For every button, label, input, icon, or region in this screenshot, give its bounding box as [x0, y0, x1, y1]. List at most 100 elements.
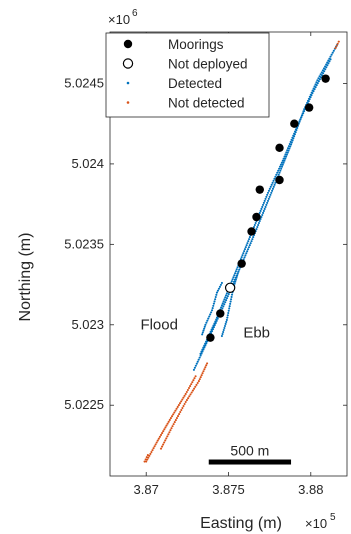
not-detected-point — [146, 454, 149, 457]
detected-point — [246, 250, 249, 253]
not-deployed-marker — [224, 282, 236, 293]
legend-marker-not-detected — [126, 101, 130, 104]
not-detected-point — [183, 394, 186, 397]
detected-point — [269, 185, 272, 188]
not-detected-point — [174, 419, 177, 422]
not-detected-point — [190, 391, 193, 394]
not-detected-point — [178, 413, 181, 416]
detected-point — [245, 252, 248, 255]
detected-point — [215, 291, 219, 294]
detected-point — [211, 307, 214, 310]
mooring-marker — [252, 212, 261, 222]
annotation-flood: Flood — [140, 317, 178, 334]
detected-point — [198, 356, 201, 359]
detected-point — [219, 283, 222, 286]
mooring-marker — [275, 143, 284, 153]
detected-point — [205, 321, 208, 324]
detected-point — [222, 330, 225, 334]
detected-point — [201, 331, 204, 334]
not-detected-point — [168, 418, 171, 422]
detected-point — [212, 324, 215, 327]
legend-marker-not-deployed — [122, 58, 134, 69]
detected-point — [317, 80, 320, 83]
not-detected-point — [206, 362, 209, 365]
not-detected-point — [162, 430, 165, 433]
not-detected-point — [334, 47, 337, 50]
not-detected-point — [145, 460, 148, 463]
x-multiplier-base: ×10 — [305, 516, 327, 531]
not-detected-point — [183, 402, 186, 406]
not-detected-point — [146, 458, 149, 461]
detected-point — [197, 358, 200, 361]
x-tick-label: 3.88 — [298, 482, 323, 497]
detected-point — [273, 183, 276, 186]
detected-point — [264, 205, 267, 208]
detected-point — [322, 72, 325, 75]
detected-point — [327, 62, 330, 65]
detected-point — [220, 334, 223, 338]
not-detected-point — [165, 424, 168, 427]
detected-point — [303, 110, 306, 113]
not-detected-point — [181, 398, 184, 401]
detected-point — [272, 185, 275, 188]
not-detected-point — [186, 388, 189, 392]
detected-point — [238, 268, 241, 271]
legend-label: Not deployed — [168, 57, 248, 72]
detected-point — [199, 354, 202, 357]
detected-point — [246, 242, 249, 245]
detected-point — [237, 270, 240, 273]
not-detected-point — [178, 402, 182, 405]
detected-point — [227, 312, 230, 315]
detected-point — [328, 60, 331, 63]
detected-point — [252, 226, 256, 229]
detected-point — [286, 147, 290, 150]
detected-point — [216, 289, 220, 292]
not-detected-point — [185, 390, 188, 394]
detected-point — [205, 340, 208, 343]
detected-point — [270, 183, 273, 186]
detected-point — [196, 360, 199, 363]
detected-point — [222, 328, 225, 332]
detected-point — [235, 268, 238, 271]
detected-point — [221, 302, 224, 305]
detected-point — [315, 84, 318, 87]
detected-point — [234, 270, 237, 273]
detected-point — [210, 328, 213, 331]
detected-point — [224, 294, 228, 297]
detected-point — [323, 70, 326, 73]
detected-point — [215, 293, 218, 296]
detected-point — [236, 274, 239, 277]
detected-point — [287, 145, 290, 148]
detected-point — [267, 189, 270, 192]
detected-point — [262, 211, 265, 215]
detected-point — [193, 366, 196, 369]
detected-point — [267, 197, 270, 200]
detected-point — [279, 169, 282, 172]
detected-point — [224, 301, 227, 304]
scale-bar-label: 500 m — [230, 443, 269, 459]
detected-point — [214, 298, 217, 301]
detected-point — [223, 298, 226, 301]
detected-point — [289, 140, 292, 144]
detected-point — [242, 252, 245, 255]
not-detected-point — [184, 400, 187, 404]
not-detected-point — [164, 426, 167, 429]
detected-point — [254, 221, 257, 225]
detected-point — [257, 223, 260, 227]
detected-point — [217, 287, 221, 290]
detected-point — [236, 272, 239, 275]
detected-point — [262, 201, 265, 204]
not-detected-point — [176, 405, 179, 408]
not-detected-point — [167, 433, 170, 436]
detected-point — [227, 293, 230, 296]
detected-point — [233, 274, 236, 277]
detected-point — [213, 300, 216, 303]
plot-area: 3.87 3.875 3.88 5.0225 5.023 5.0235 5.024 5.024… — [64, 31, 348, 497]
not-detected-point — [166, 435, 169, 438]
detected-point — [255, 228, 258, 231]
not-detected-point — [151, 449, 154, 452]
detected-point — [252, 236, 255, 239]
not-detected-point — [154, 443, 157, 446]
detected-point — [326, 64, 329, 67]
detected-point — [316, 82, 319, 85]
